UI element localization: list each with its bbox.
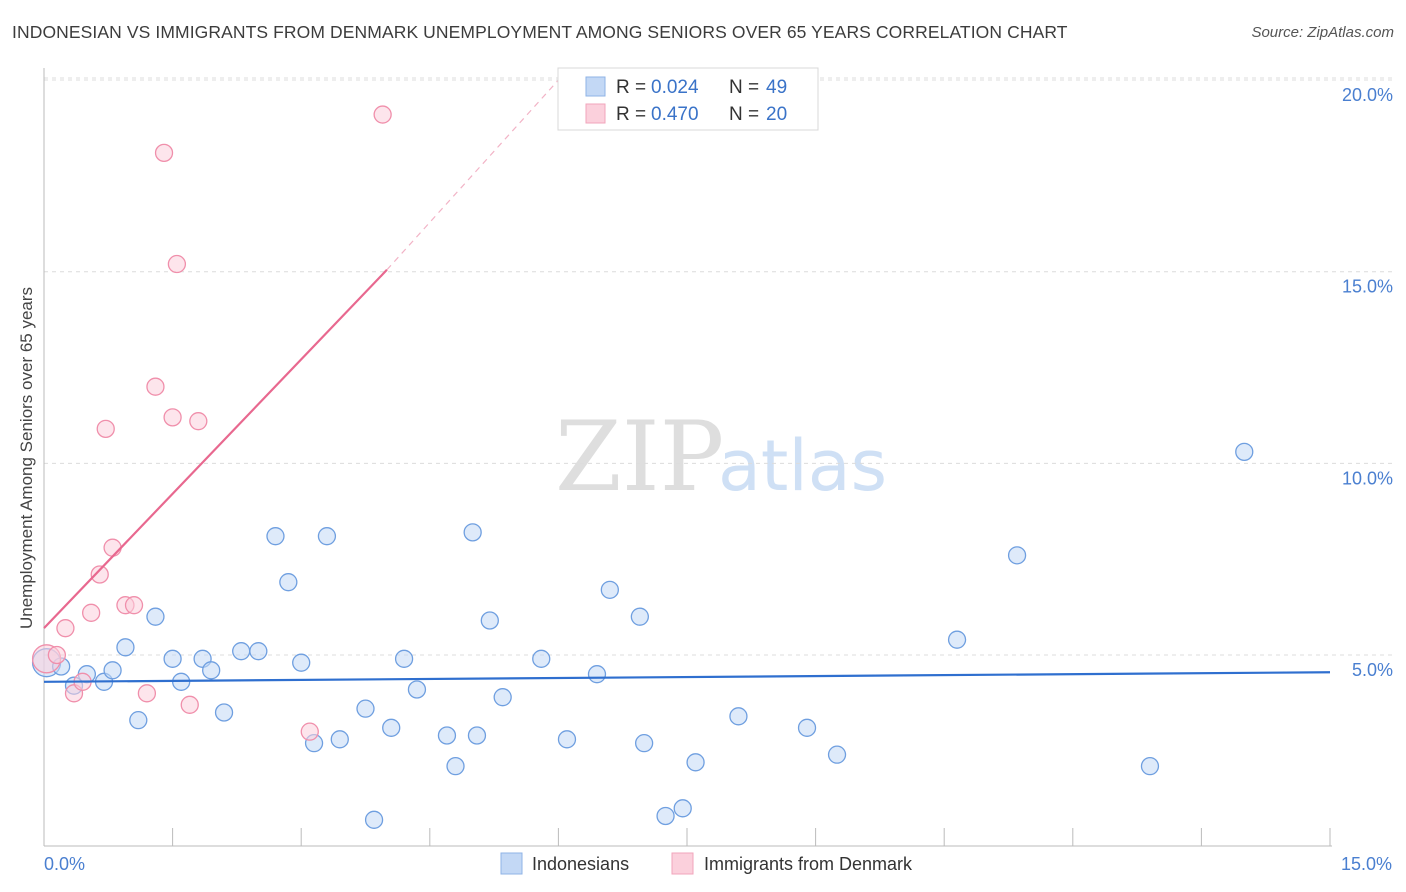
legend: R = 0.024 N = 49 R = 0.470 N = 20 — [557, 67, 819, 131]
denmark-point — [300, 722, 319, 741]
indonesians-point — [729, 707, 748, 726]
indonesians-point — [557, 730, 577, 749]
bottom-legend-swatch-denmark — [671, 852, 694, 875]
indonesians-point — [600, 580, 619, 599]
indonesians-point — [330, 730, 349, 749]
indonesians-point — [1007, 546, 1027, 565]
legend-r-label-1: R = — [616, 77, 646, 98]
denmark-point — [167, 254, 187, 274]
indonesians-point — [249, 642, 268, 661]
legend-n-value-2: 20 — [766, 104, 787, 125]
denmark-point — [90, 565, 109, 584]
indonesians-point — [163, 649, 182, 668]
indonesians-point — [1235, 442, 1254, 462]
denmark-point — [373, 105, 392, 124]
indonesians-point — [630, 607, 649, 626]
indonesians-point — [532, 649, 551, 668]
bottom-legend: Indonesians Immigrants from Denmark — [500, 852, 913, 875]
y-tick-label: 5.0% — [1352, 660, 1393, 680]
denmark-point — [96, 419, 115, 439]
chart-title: INDONESIAN VS IMMIGRANTS FROM DENMARK UN… — [12, 22, 1068, 42]
indonesians-point — [364, 810, 384, 829]
indonesians-point — [266, 527, 285, 546]
indonesians-point — [686, 753, 705, 772]
indonesians-point — [146, 607, 165, 626]
trendline-denmark-extrapolated — [386, 79, 559, 271]
denmark-point — [56, 619, 75, 638]
indonesians-point — [394, 649, 414, 668]
y-tick-label: 15.0% — [1342, 277, 1393, 297]
x-tick-label-min: 0.0% — [44, 854, 85, 874]
y-tick-label: 20.0% — [1342, 85, 1393, 105]
indonesians-point — [587, 665, 607, 684]
indonesians-point — [292, 653, 311, 672]
trendline-indonesians — [43, 671, 1331, 683]
denmark-point — [47, 645, 67, 665]
indonesians-point — [202, 661, 221, 680]
indonesians-point — [437, 726, 457, 745]
indonesians-point — [656, 806, 675, 826]
indonesians-point — [480, 611, 499, 630]
axes — [43, 68, 1332, 847]
denmark-point — [180, 695, 199, 714]
denmark-point — [137, 684, 157, 703]
legend-n-value-1: 49 — [766, 77, 787, 98]
denmark-point — [103, 538, 122, 557]
bottom-legend-swatch-indonesians — [500, 852, 523, 875]
indonesians-point — [673, 799, 692, 818]
indonesians-point — [232, 642, 251, 661]
indonesians-point — [214, 703, 234, 722]
y-tick-label: 10.0% — [1342, 468, 1393, 488]
indonesians-point — [463, 523, 482, 542]
y-axis-label: Unemployment Among Seniors over 65 years — [17, 287, 36, 629]
legend-n-label-1: N = — [729, 77, 759, 98]
indonesians-point — [797, 718, 817, 737]
denmark-point — [124, 596, 144, 615]
denmark-point — [189, 412, 208, 431]
denmark-point — [146, 377, 165, 396]
denmark-point — [154, 143, 174, 163]
indonesians-point — [947, 630, 967, 649]
indonesians-point — [1140, 757, 1160, 776]
watermark-atlas: atlas — [718, 425, 887, 507]
bottom-legend-label-denmark: Immigrants from Denmark — [704, 854, 913, 874]
denmark-point — [163, 408, 182, 427]
x-tick-label-max: 15.0% — [1341, 854, 1392, 874]
indonesians-point — [382, 718, 401, 737]
indonesians-point — [446, 757, 465, 776]
source-label: Source: ZipAtlas.com — [1251, 24, 1394, 41]
series-denmark — [31, 105, 392, 741]
indonesians-point — [116, 638, 135, 657]
indonesians-point — [129, 711, 148, 730]
legend-r-value-2: 0.470 — [651, 104, 699, 125]
legend-swatch-indonesians — [585, 76, 606, 97]
indonesians-point — [317, 527, 337, 546]
denmark-point — [82, 603, 101, 622]
indonesians-point — [407, 680, 427, 699]
indonesians-point — [279, 573, 298, 592]
indonesians-point — [634, 734, 654, 753]
gridlines — [44, 77, 1392, 656]
indonesians-point — [493, 688, 512, 707]
x-ticks — [43, 828, 1331, 846]
indonesians-point — [827, 745, 847, 764]
legend-n-label-2: N = — [729, 104, 759, 125]
legend-swatch-denmark — [585, 103, 606, 124]
legend-r-value-1: 0.024 — [651, 77, 699, 98]
y-tick-labels: 5.0% 10.0% 15.0% 20.0% — [1342, 85, 1393, 680]
watermark-zip: ZIP — [555, 401, 724, 513]
indonesians-point — [356, 699, 375, 718]
indonesians-point — [467, 726, 487, 745]
bottom-legend-label-indonesians: Indonesians — [532, 854, 629, 874]
indonesians-point — [103, 661, 122, 680]
trendline-denmark — [43, 269, 388, 629]
legend-r-label-2: R = — [616, 104, 646, 125]
trendlines — [43, 79, 1331, 683]
